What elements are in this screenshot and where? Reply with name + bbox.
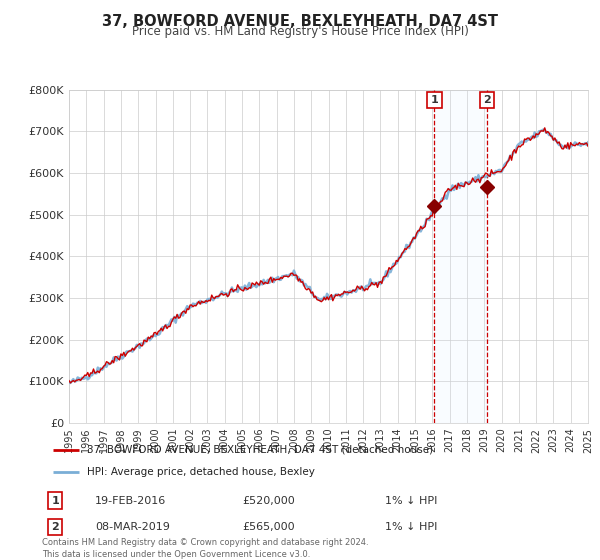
Text: 19-FEB-2016: 19-FEB-2016 [95, 496, 166, 506]
Bar [434, 90, 487, 423]
Text: 2: 2 [483, 95, 491, 105]
Text: 1: 1 [52, 496, 59, 506]
Text: 2: 2 [52, 522, 59, 532]
Text: £565,000: £565,000 [242, 522, 295, 532]
Text: HPI: Average price, detached house, Bexley: HPI: Average price, detached house, Bexl… [87, 466, 315, 477]
Text: Price paid vs. HM Land Registry's House Price Index (HPI): Price paid vs. HM Land Registry's House … [131, 25, 469, 38]
Text: 37, BOWFORD AVENUE, BEXLEYHEATH, DA7 4ST: 37, BOWFORD AVENUE, BEXLEYHEATH, DA7 4ST [102, 14, 498, 29]
Text: 1% ↓ HPI: 1% ↓ HPI [385, 522, 437, 532]
Text: £520,000: £520,000 [242, 496, 295, 506]
Text: 08-MAR-2019: 08-MAR-2019 [95, 522, 170, 532]
Text: 1% ↓ HPI: 1% ↓ HPI [385, 496, 437, 506]
Text: 37, BOWFORD AVENUE, BEXLEYHEATH, DA7 4ST (detached house): 37, BOWFORD AVENUE, BEXLEYHEATH, DA7 4ST… [87, 445, 433, 455]
Text: Contains HM Land Registry data © Crown copyright and database right 2024.
This d: Contains HM Land Registry data © Crown c… [42, 538, 368, 559]
Text: 1: 1 [431, 95, 438, 105]
